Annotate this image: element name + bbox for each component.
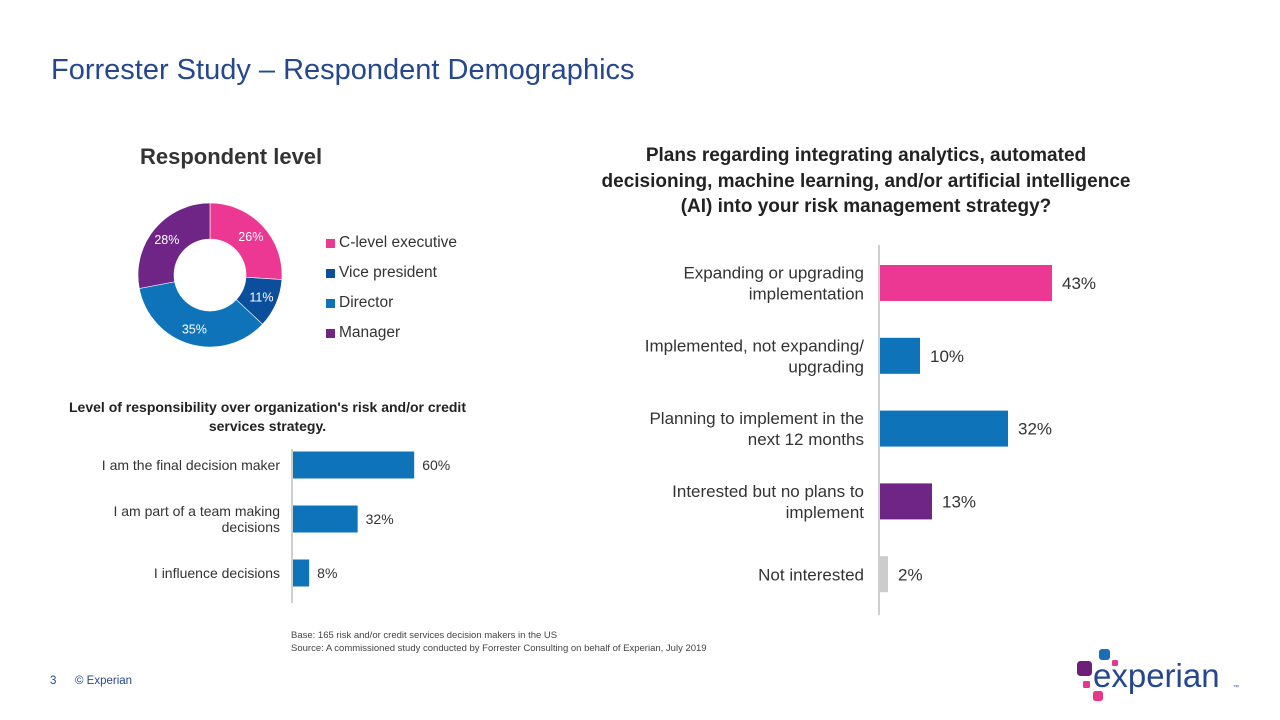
category-label: Not interested — [758, 565, 864, 584]
footnote-source: Source: A commissioned study conducted b… — [291, 643, 707, 654]
bar — [880, 556, 888, 593]
bar-value-label: 32% — [366, 511, 394, 527]
category-label: I am the final decision maker — [102, 457, 281, 473]
donut-chart: 26% 11% 35% 28% — [137, 202, 283, 348]
category-label: I influence decisions — [154, 565, 280, 581]
donut-legend: C-level executive Vice president Directo… — [326, 228, 457, 348]
responsibility-chart-title: Level of responsibility over organizatio… — [69, 399, 466, 434]
legend-swatch — [326, 298, 335, 308]
category-label: Planning to implement in the — [649, 409, 864, 428]
donut-data-label: 28% — [154, 233, 179, 247]
category-label: I am part of a team making — [113, 503, 280, 519]
donut-data-label: 35% — [182, 322, 207, 336]
category-label: Expanding or upgrading — [683, 264, 864, 283]
category-label: implementation — [749, 285, 864, 304]
category-label: upgrading — [788, 357, 864, 376]
bar — [293, 505, 358, 533]
legend-swatch — [326, 268, 335, 278]
bar — [293, 451, 415, 479]
plans-chart-title: Plans regarding integrating analytics, a… — [601, 145, 1131, 217]
bar — [880, 410, 1008, 447]
logo-dot — [1112, 660, 1118, 666]
bar-value-label: 43% — [1062, 274, 1096, 293]
logo-wordmark: experian — [1093, 657, 1220, 694]
bar — [880, 265, 1052, 301]
logo-dot — [1099, 649, 1110, 660]
donut-chart-title: Respondent level — [140, 144, 323, 169]
footnote: Base: 165 risk and/or credit services de… — [291, 629, 707, 655]
experian-logo: experian ™ — [1077, 649, 1239, 701]
category-label: Implemented, not expanding/ — [645, 336, 865, 355]
legend-item: C-level executive — [326, 228, 457, 258]
legend-label: Manager — [339, 324, 401, 341]
donut-data-label: 26% — [238, 230, 263, 244]
legend-item: Director — [326, 288, 457, 318]
footnote-base: Base: 165 risk and/or credit services de… — [291, 630, 558, 641]
bar-value-label: 32% — [1018, 420, 1052, 439]
bar-value-label: 2% — [898, 565, 923, 584]
bar — [293, 559, 310, 587]
donut-slice — [138, 281, 263, 348]
bar-value-label: 8% — [317, 565, 337, 581]
bar — [880, 337, 920, 374]
legend-label: Vice president — [339, 264, 437, 281]
bar-value-label: 13% — [942, 493, 976, 512]
donut-slice — [137, 202, 211, 289]
legend-item: Vice president — [326, 258, 457, 288]
page-title: Forrester Study – Respondent Demographic… — [51, 54, 635, 86]
responsibility-bar-chart: 60% I am the final decision maker 32% I am … — [102, 449, 450, 603]
copyright: © Experian — [75, 675, 133, 687]
donut-slice — [209, 202, 283, 280]
logo-trademark: ™ — [1233, 684, 1239, 691]
page-number: 3 — [50, 675, 57, 687]
logo-dot — [1093, 691, 1103, 701]
logo-dot — [1083, 681, 1090, 688]
legend-swatch — [326, 238, 335, 248]
donut-data-label: 11% — [249, 291, 273, 305]
bar-value-label: 60% — [422, 457, 450, 473]
category-label: Interested but no plans to — [672, 482, 864, 501]
legend-item: Manager — [326, 318, 457, 348]
bar-value-label: 10% — [930, 347, 964, 366]
legend-label: Director — [339, 294, 394, 311]
logo-dot — [1077, 661, 1092, 676]
category-label: decisions — [222, 519, 280, 535]
category-label: next 12 months — [748, 430, 864, 449]
legend-swatch — [326, 328, 335, 338]
category-label: implement — [786, 503, 865, 522]
bar — [880, 483, 932, 520]
legend-label: C-level executive — [339, 234, 458, 251]
plans-bar-chart: 43% Expanding or upgrading implementation 1… — [645, 245, 1096, 615]
